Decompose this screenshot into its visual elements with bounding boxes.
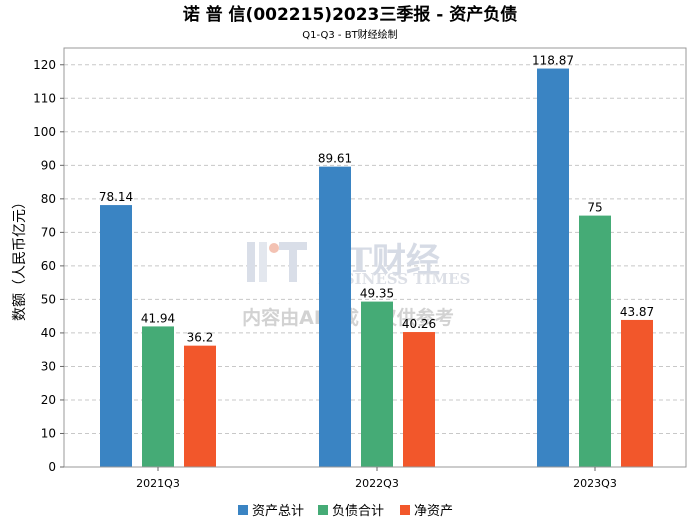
bar-3-2022Q3 xyxy=(403,332,435,467)
y-tick-label: 10 xyxy=(41,426,56,440)
bt-logo-icon xyxy=(247,242,307,282)
y-tick-label: 0 xyxy=(48,460,56,474)
bar-1-2023Q3 xyxy=(537,68,569,467)
chart-subtitle: Q1-Q3 - BT财经绘制 xyxy=(302,28,397,41)
bar-value-label: 78.14 xyxy=(99,190,133,204)
y-tick-label: 110 xyxy=(33,91,56,105)
bar-value-label: 118.87 xyxy=(532,54,574,68)
legend-item-label: 负债合计 xyxy=(332,504,384,519)
y-tick-label: 120 xyxy=(33,58,56,72)
legend-swatch xyxy=(238,505,248,515)
bar-3-2021Q3 xyxy=(184,345,216,467)
legend-swatch xyxy=(400,505,410,515)
x-axis-ticks: 2021Q3 2022Q3 2023Q3 xyxy=(136,467,617,490)
legend-item-label: 净资产 xyxy=(414,504,453,519)
y-tick-label: 30 xyxy=(41,359,56,373)
bar-2-2023Q3 xyxy=(579,215,611,467)
y-tick-label: 90 xyxy=(41,158,56,172)
x-tick-label: 2021Q3 xyxy=(136,477,180,490)
y-tick-label: 100 xyxy=(33,125,56,139)
data-labels: 78.14 41.94 36.2 89.61 49.35 40.26 118.87 75 43.… xyxy=(99,54,654,345)
bar-1-2022Q3 xyxy=(319,166,351,468)
bar-value-label: 49.35 xyxy=(360,287,394,301)
legend: 资产总计 负债合计 净资产 xyxy=(238,504,453,519)
x-tick-label: 2023Q3 xyxy=(573,477,617,490)
watermark-brand-en: BUSINESS TIMES xyxy=(318,270,470,288)
y-tick-label: 60 xyxy=(41,259,56,273)
y-tick-label: 50 xyxy=(41,292,56,306)
plot-frame xyxy=(63,47,687,468)
bar-value-label: 89.61 xyxy=(318,152,352,166)
legend-swatch xyxy=(318,505,328,515)
y-tick-label: 20 xyxy=(41,393,56,407)
legend-item-label: 资产总计 xyxy=(252,504,304,519)
bar-2-2021Q3 xyxy=(142,326,174,467)
bar-value-label: 40.26 xyxy=(402,317,436,331)
watermark: BT财经 BUSINESS TIMES 内容由AI生成，仅供参考 xyxy=(242,241,470,329)
bar-3-2023Q3 xyxy=(621,319,653,467)
bar-value-label: 41.94 xyxy=(141,311,175,325)
y-tick-label: 70 xyxy=(41,225,56,239)
bar-value-label: 75 xyxy=(587,201,602,215)
y-axis-ticks: 0 10 20 30 40 50 60 70 80 90 100 110 120 xyxy=(33,58,64,474)
bar-value-label: 36.2 xyxy=(187,331,214,345)
bars xyxy=(100,68,653,468)
bar-1-2021Q3 xyxy=(100,205,132,468)
bar-value-label: 43.87 xyxy=(620,305,654,319)
y-tick-label: 80 xyxy=(41,192,56,206)
x-tick-label: 2022Q3 xyxy=(355,477,399,490)
bar-2-2022Q3 xyxy=(361,301,393,467)
chart-title: 诺 普 信(002215)2023三季报 - 资产负债 xyxy=(183,4,518,25)
y-axis-label: 数额（人民币亿元） xyxy=(12,195,28,321)
y-tick-label: 40 xyxy=(41,326,56,340)
